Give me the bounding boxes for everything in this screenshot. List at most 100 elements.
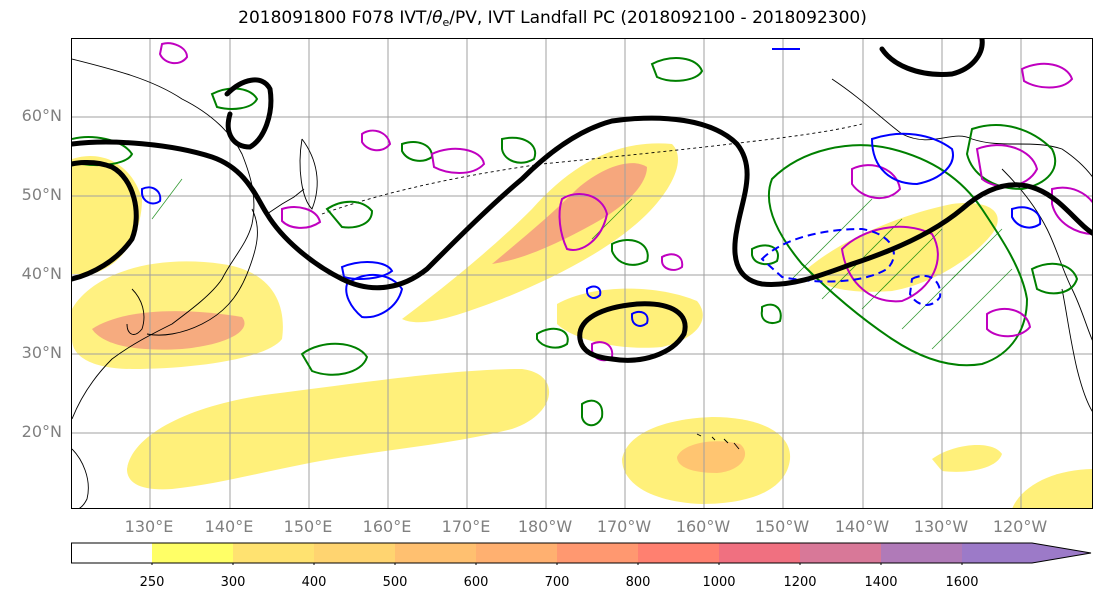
title-theta-sub: e [442, 16, 450, 29]
ivt-contour [586, 285, 602, 299]
pc-contour-mid-3 [536, 327, 569, 349]
hatch-line [591, 198, 633, 240]
colorbar-segment [800, 543, 882, 563]
pc-contour-aleut-2 [501, 136, 537, 164]
lon-label-140e: 140°E [204, 517, 254, 536]
coast-kuril [266, 188, 305, 215]
chart-title: 2018091800 F078 IVT/θe/PV, IVT Landfall … [0, 8, 1105, 29]
ivt-shade-far-east [1012, 469, 1092, 508]
lon-label-150w: 150°W [754, 517, 810, 536]
hatch-line [951, 228, 1003, 280]
colorbar-segment [881, 543, 963, 563]
pv-contour-north-loop [879, 39, 985, 77]
lon-label-130e: 130°E [124, 517, 174, 536]
coast-alaska [831, 78, 1092, 178]
colorbar-segment [638, 543, 720, 563]
colorbar-tick-label: 1000 [702, 575, 736, 590]
theta-e-contour [840, 225, 939, 303]
ivt-shade-westedge [72, 155, 142, 274]
lat-label-60n: 60°N [21, 106, 62, 125]
hatch-line [861, 228, 943, 310]
lon-label-180w: 180°W [517, 517, 573, 536]
map-canvas [72, 39, 1092, 508]
coast-aleutians [321, 123, 863, 215]
theta-e-contours [158, 42, 1092, 362]
coast-japan [146, 208, 258, 336]
pc-contour-sub-2 [751, 244, 779, 266]
colorbar-segment [557, 543, 639, 563]
pv-contours [72, 39, 1092, 363]
pc-contour-aleut-1 [401, 141, 434, 162]
coast-philippines [72, 448, 89, 508]
pc-contour-sub-1 [581, 399, 604, 427]
pc-contour-north [650, 57, 704, 82]
ivt-contour [345, 273, 404, 319]
colorbar-segment [152, 543, 234, 563]
theta-e-contour [1051, 186, 1092, 235]
colorbar-segment [395, 543, 477, 563]
colorbar-segment [71, 543, 153, 563]
theta-e-contour [661, 253, 684, 271]
pv-contour-bering-loop [224, 77, 274, 150]
colorbar-tick-label: 600 [463, 575, 489, 590]
lat-label-20n: 20°N [21, 422, 62, 441]
pv-contour-west-loop [72, 160, 139, 282]
ivt-shade-midpac [557, 288, 703, 348]
ivt-contour [340, 261, 394, 280]
ivt-shade-subtrop [127, 369, 550, 490]
pv-contour-closed-low [577, 301, 688, 363]
theta-e-contour [986, 307, 1032, 338]
lon-label-170w: 170°W [596, 517, 652, 536]
colorbar-segment [476, 543, 558, 563]
colorbar-tick-label: 300 [220, 575, 246, 590]
pv-contour-main [72, 115, 1092, 291]
title-suffix: /PV, IVT Landfall PC (2018092100 - 20180… [449, 8, 867, 28]
coast-hawaii [696, 433, 740, 450]
pc-contour-bering [210, 87, 259, 110]
lat-label-30n: 30°N [21, 343, 62, 362]
colorbar-tick-label: 400 [301, 575, 327, 590]
coastlines [72, 58, 1092, 508]
ivt-contour [870, 132, 954, 186]
colorbar-tick-label: 1200 [783, 575, 817, 590]
pc-contour-kamchatka [325, 200, 374, 229]
ivt-contour [631, 310, 649, 327]
theta-e-contour [430, 147, 486, 174]
ivt-shade-se [932, 444, 1002, 472]
colorbar-segment [962, 543, 1091, 563]
title-prefix: 2018091800 F078 IVT/ [238, 8, 433, 28]
theta-e-contour [1020, 62, 1074, 89]
pc-contour-sub-3 [760, 303, 782, 324]
hatch-line [151, 178, 183, 220]
hatch-line [931, 268, 1013, 350]
theta-e-contour [558, 193, 609, 251]
lon-label-160e: 160°E [362, 517, 412, 536]
lon-label-150e: 150°E [283, 517, 333, 536]
theta-e-contour [361, 129, 392, 152]
colorbar-tick-label: 700 [544, 575, 570, 590]
pc-contour-ne [965, 124, 1057, 191]
colorbar-segment [719, 543, 801, 563]
colorbar-tick-label: 500 [382, 575, 408, 590]
coast-kamchatka [299, 138, 318, 210]
ivt-contour [908, 274, 942, 306]
pc-contour-ne-2 [1030, 262, 1079, 295]
lon-label-130w: 130°W [913, 517, 969, 536]
lon-label-120w: 120°W [992, 517, 1048, 536]
pc-contour-mid-2 [300, 342, 369, 376]
title-theta: θ [432, 8, 443, 28]
colorbar-tick-label: 1600 [945, 575, 979, 590]
ivt-shade-ar-core [492, 163, 647, 264]
colorbar [71, 542, 1092, 565]
lat-label-50n: 50°N [21, 185, 62, 204]
coast-bc [1001, 168, 1092, 341]
lon-label-170e: 170°E [441, 517, 491, 536]
theta-e-contour [281, 206, 322, 229]
theta-e-contour [975, 144, 1039, 188]
colorbar-tick-label: 1400 [864, 575, 898, 590]
colorbar-tick-label: 250 [139, 575, 165, 590]
colorbar-tick-label: 800 [625, 575, 651, 590]
theta-e-contour [851, 164, 902, 199]
coast-asia [72, 58, 255, 420]
ivt-shade-japan-core [92, 311, 245, 350]
